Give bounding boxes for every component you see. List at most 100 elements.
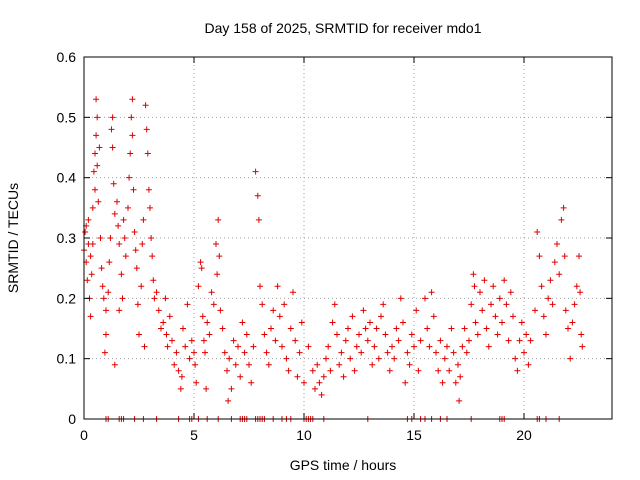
data-point bbox=[143, 126, 150, 133]
data-point bbox=[577, 289, 584, 296]
data-point bbox=[228, 385, 235, 392]
data-point bbox=[426, 343, 433, 350]
data-point bbox=[285, 367, 292, 374]
data-point bbox=[406, 361, 413, 368]
data-point bbox=[362, 325, 369, 332]
data-point bbox=[216, 253, 223, 260]
data-point bbox=[279, 343, 285, 350]
data-point bbox=[459, 343, 466, 350]
data-point bbox=[99, 283, 106, 290]
data-point bbox=[107, 235, 114, 241]
data-point bbox=[318, 391, 325, 398]
data-point bbox=[210, 301, 217, 308]
data-point bbox=[192, 361, 199, 368]
data-point bbox=[369, 361, 376, 368]
data-point bbox=[272, 337, 279, 344]
data-point bbox=[386, 367, 393, 374]
data-point bbox=[518, 319, 525, 326]
data-point bbox=[439, 379, 446, 386]
data-point bbox=[472, 319, 479, 326]
data-point bbox=[327, 367, 334, 374]
data-point bbox=[428, 289, 435, 296]
data-point bbox=[441, 355, 448, 362]
data-point bbox=[323, 355, 329, 362]
data-point bbox=[147, 204, 153, 211]
y-tick-label: 0.5 bbox=[57, 109, 77, 125]
data-point bbox=[296, 349, 303, 356]
data-point bbox=[140, 216, 147, 223]
data-point bbox=[213, 241, 219, 248]
data-point bbox=[560, 204, 567, 211]
data-point bbox=[534, 228, 541, 235]
x-tick-label: 10 bbox=[296, 427, 312, 443]
data-point bbox=[265, 361, 272, 368]
data-point bbox=[367, 319, 373, 326]
data-point bbox=[435, 367, 442, 374]
data-point bbox=[481, 277, 488, 284]
data-point bbox=[540, 313, 547, 320]
y-axis-label: SRMTID / TECUs bbox=[5, 183, 21, 293]
data-point bbox=[206, 331, 213, 338]
data-point bbox=[133, 265, 140, 272]
data-point bbox=[90, 168, 97, 175]
data-point bbox=[125, 204, 131, 211]
data-point bbox=[356, 331, 362, 338]
data-point bbox=[263, 349, 270, 356]
data-point bbox=[134, 301, 141, 308]
data-point bbox=[408, 331, 415, 338]
data-point bbox=[202, 349, 208, 356]
data-point bbox=[446, 367, 453, 374]
data-point bbox=[545, 295, 552, 302]
data-point bbox=[516, 337, 523, 344]
data-point bbox=[148, 235, 155, 241]
data-point bbox=[184, 301, 191, 308]
data-point bbox=[111, 210, 118, 217]
data-point bbox=[98, 265, 105, 272]
data-point bbox=[510, 313, 516, 320]
data-point bbox=[208, 289, 215, 296]
data-point bbox=[175, 367, 182, 374]
data-point bbox=[415, 367, 422, 374]
data-point bbox=[499, 319, 505, 326]
data-point bbox=[320, 373, 327, 380]
data-point bbox=[290, 289, 296, 296]
data-point bbox=[255, 216, 262, 223]
data-point bbox=[309, 367, 316, 374]
data-point bbox=[94, 114, 101, 121]
data-point bbox=[150, 277, 157, 284]
data-point bbox=[163, 331, 170, 338]
data-point bbox=[312, 385, 318, 392]
data-point bbox=[342, 337, 349, 344]
data-point bbox=[578, 331, 585, 338]
data-point bbox=[250, 343, 257, 350]
data-point bbox=[444, 343, 450, 350]
data-point bbox=[579, 343, 586, 350]
data-point bbox=[457, 373, 464, 380]
data-point bbox=[169, 337, 175, 344]
data-point bbox=[470, 271, 477, 278]
data-point bbox=[120, 216, 127, 223]
data-point bbox=[512, 355, 519, 362]
data-point bbox=[347, 355, 354, 362]
data-point bbox=[129, 132, 136, 139]
data-point bbox=[149, 253, 156, 260]
data-point bbox=[422, 295, 428, 302]
y-tick-label: 0.3 bbox=[57, 230, 77, 246]
data-point bbox=[349, 313, 356, 320]
data-point bbox=[180, 325, 186, 332]
data-point bbox=[237, 373, 244, 380]
data-point bbox=[87, 313, 94, 320]
data-point bbox=[198, 265, 205, 272]
data-point bbox=[166, 313, 173, 320]
data-point bbox=[492, 313, 499, 320]
data-point bbox=[109, 114, 116, 121]
x-tick-label: 20 bbox=[516, 427, 532, 443]
data-point bbox=[483, 325, 490, 332]
y-tick-label: 0.6 bbox=[57, 49, 77, 65]
data-point bbox=[138, 283, 145, 290]
data-point bbox=[538, 283, 545, 290]
data-point bbox=[230, 337, 237, 344]
data-point bbox=[456, 397, 463, 404]
data-point bbox=[136, 331, 142, 338]
